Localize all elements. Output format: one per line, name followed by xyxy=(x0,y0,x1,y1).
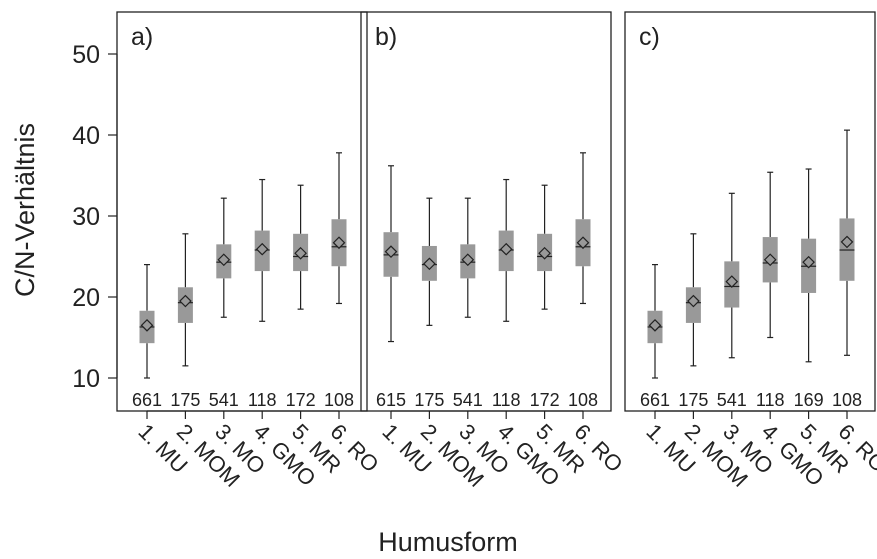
mean-marker xyxy=(687,294,700,308)
y-axis-label: C/N-Verhältnis xyxy=(10,123,40,297)
count-label: 169 xyxy=(794,390,824,410)
count-label: 541 xyxy=(209,390,239,410)
mean-marker xyxy=(140,319,154,332)
count-label: 108 xyxy=(568,390,598,410)
mean-marker xyxy=(538,246,551,260)
mean-marker xyxy=(840,235,854,249)
mean-marker xyxy=(499,242,513,256)
count-label: 661 xyxy=(132,390,162,410)
mean-marker xyxy=(255,242,269,256)
panel-label: b) xyxy=(375,23,397,51)
count-label: 175 xyxy=(414,390,444,410)
box-5 xyxy=(293,184,309,310)
count-label: 541 xyxy=(453,390,483,410)
box-2 xyxy=(421,197,437,326)
count-label: 615 xyxy=(376,390,406,410)
box-2 xyxy=(685,233,701,367)
y-axis-ticks: 10 20 30 40 50 xyxy=(72,41,118,393)
count-label: 118 xyxy=(756,390,785,410)
mean-marker xyxy=(332,236,346,250)
count-label: 172 xyxy=(286,390,316,410)
mean-marker xyxy=(179,294,192,308)
box-3 xyxy=(460,197,476,318)
box-2 xyxy=(177,233,193,367)
mean-marker xyxy=(725,275,739,288)
box-5 xyxy=(537,184,553,310)
box-3 xyxy=(724,192,740,359)
panel-frame xyxy=(116,11,368,412)
mean-marker xyxy=(576,236,590,250)
mean-marker xyxy=(217,253,231,267)
mean-marker xyxy=(802,255,815,269)
y-tick-label: 30 xyxy=(72,203,100,231)
box-6 xyxy=(575,152,591,305)
count-label: 108 xyxy=(324,390,354,410)
panel-label: a) xyxy=(131,23,153,51)
mean-marker xyxy=(763,253,777,267)
box-4 xyxy=(498,178,514,322)
panel-frame xyxy=(360,11,612,412)
mean-marker xyxy=(384,245,398,258)
box-6 xyxy=(331,152,347,305)
box-1 xyxy=(139,264,155,379)
mean-marker xyxy=(461,253,475,267)
count-label: 118 xyxy=(492,390,521,410)
count-label: 175 xyxy=(678,390,708,410)
panel-frame xyxy=(624,11,876,412)
box-3 xyxy=(216,197,232,318)
mean-marker xyxy=(648,319,662,332)
y-tick-label: 40 xyxy=(72,122,100,150)
count-label: 175 xyxy=(170,390,200,410)
box-4 xyxy=(254,178,270,322)
panel-label: c) xyxy=(639,23,660,51)
x-axis-label: Humusform xyxy=(378,527,518,557)
box-4 xyxy=(762,171,778,339)
mean-marker xyxy=(423,257,436,271)
count-label: 172 xyxy=(530,390,560,410)
y-tick-label: 50 xyxy=(72,41,100,69)
box-1 xyxy=(647,264,663,379)
mean-marker xyxy=(294,246,307,260)
count-label: 541 xyxy=(717,390,747,410)
box-6 xyxy=(839,129,855,356)
y-tick-label: 20 xyxy=(72,284,100,312)
count-label: 118 xyxy=(248,390,277,410)
y-axis: C/N-Verhältnis 10 20 30 40 50 xyxy=(10,41,118,393)
count-label: 661 xyxy=(640,390,670,410)
y-tick-label: 10 xyxy=(72,365,100,393)
count-label: 108 xyxy=(832,390,862,410)
box-1 xyxy=(383,165,399,343)
box-5 xyxy=(801,168,817,363)
